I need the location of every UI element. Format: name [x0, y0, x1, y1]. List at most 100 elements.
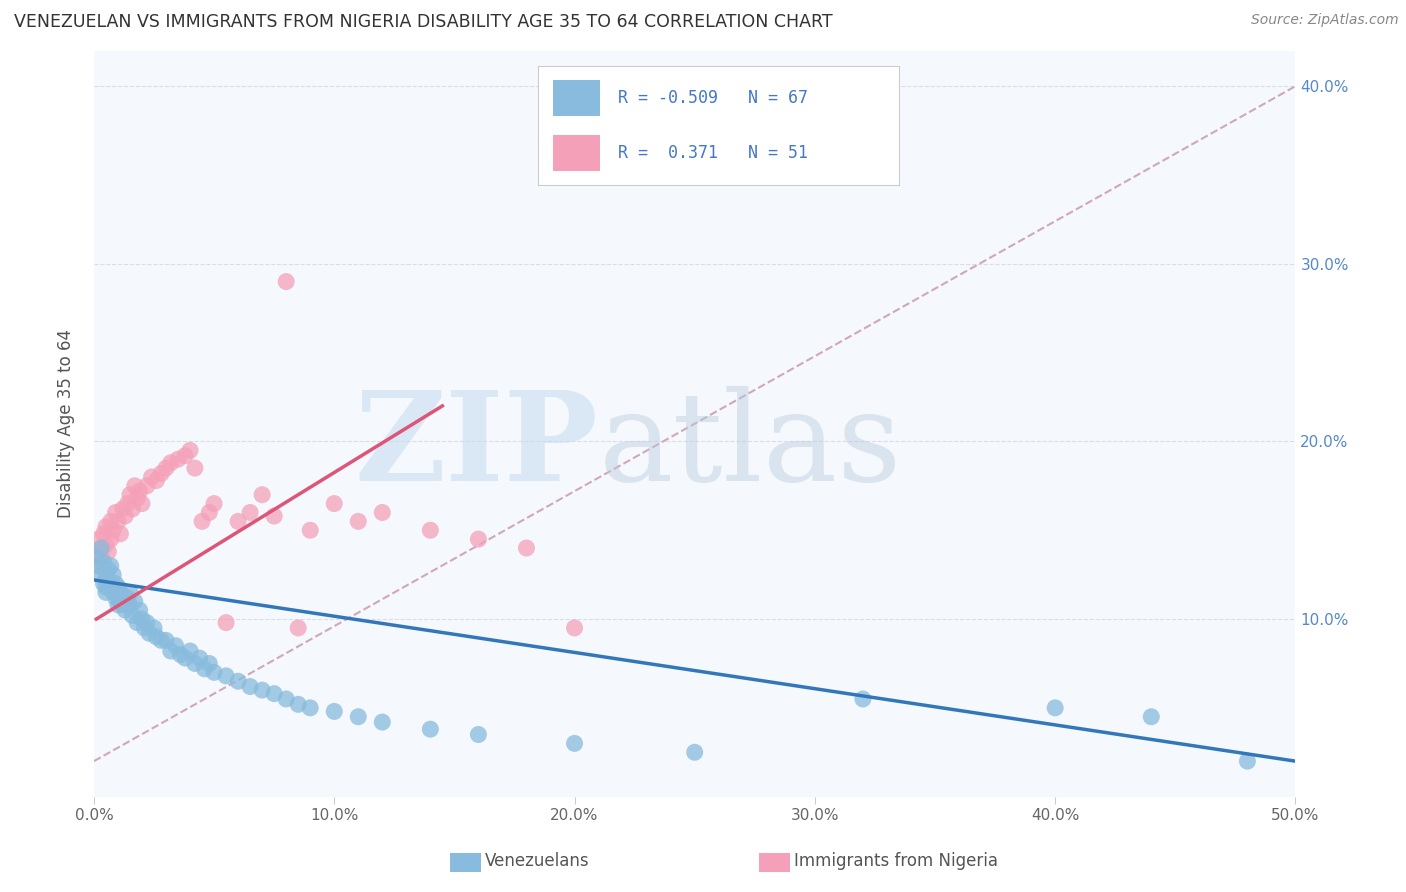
Point [135, 479, 157, 493]
Point [371, 715, 394, 730]
Point [104, 591, 127, 605]
Point [118, 488, 141, 502]
Point [94, 519, 117, 533]
Point [97, 573, 120, 587]
Point [114, 509, 136, 524]
Point [107, 514, 129, 528]
Point [111, 598, 134, 612]
Point [150, 467, 173, 481]
Point [121, 502, 143, 516]
Point [86, 558, 108, 573]
Point [188, 651, 211, 665]
Point [107, 580, 129, 594]
Text: ZIP: ZIP [354, 385, 599, 507]
Point [93, 576, 115, 591]
Point [226, 514, 249, 528]
Point [100, 558, 122, 573]
Point [202, 665, 225, 680]
Point [263, 687, 285, 701]
Point [100, 514, 122, 528]
Point [174, 651, 197, 665]
Point [1043, 701, 1066, 715]
Point [1236, 754, 1258, 768]
Point [198, 506, 221, 520]
Point [138, 626, 160, 640]
Point [263, 509, 285, 524]
Point [90, 567, 112, 582]
Point [179, 644, 201, 658]
Text: VENEZUELAN VS IMMIGRANTS FROM NIGERIA DISABILITY AGE 35 TO 64 CORRELATION CHART: VENEZUELAN VS IMMIGRANTS FROM NIGERIA DI… [14, 13, 832, 31]
Point [134, 621, 156, 635]
Point [184, 461, 207, 475]
Text: atlas: atlas [599, 385, 901, 507]
Point [128, 603, 150, 617]
Point [104, 576, 127, 591]
Point [179, 443, 201, 458]
Point [1140, 710, 1163, 724]
Point [202, 497, 225, 511]
Point [97, 544, 120, 558]
Point [155, 461, 177, 475]
Point [169, 648, 191, 662]
Point [419, 722, 441, 736]
Point [111, 502, 134, 516]
Point [250, 488, 273, 502]
Point [239, 680, 262, 694]
Point [299, 523, 322, 537]
Text: Venezuelans: Venezuelans [485, 852, 589, 870]
Point [100, 580, 122, 594]
Point [117, 591, 139, 605]
Point [90, 541, 112, 555]
Point [564, 621, 586, 635]
Point [131, 612, 153, 626]
Point [250, 683, 273, 698]
Point [515, 541, 537, 555]
Point [124, 479, 146, 493]
Point [165, 639, 187, 653]
Point [467, 532, 489, 546]
Point [347, 514, 370, 528]
Point [239, 506, 262, 520]
Point [100, 532, 122, 546]
Point [419, 523, 441, 537]
Point [145, 630, 167, 644]
Point [101, 585, 124, 599]
Y-axis label: Disability Age 35 to 64: Disability Age 35 to 64 [58, 329, 75, 518]
Point [167, 452, 190, 467]
Point [141, 470, 163, 484]
Point [118, 585, 141, 599]
Point [107, 598, 129, 612]
Point [198, 657, 221, 671]
Point [135, 615, 157, 630]
Point [347, 710, 370, 724]
Point [94, 567, 117, 582]
Point [145, 474, 167, 488]
Point [87, 558, 110, 573]
Point [118, 598, 141, 612]
Point [683, 745, 706, 759]
Point [86, 549, 108, 564]
Point [323, 497, 346, 511]
Point [174, 449, 197, 463]
Point [276, 692, 298, 706]
Point [299, 701, 322, 715]
Point [90, 549, 112, 564]
Point [371, 506, 394, 520]
Point [114, 603, 136, 617]
Text: Source: ZipAtlas.com: Source: ZipAtlas.com [1251, 13, 1399, 28]
Point [93, 555, 115, 569]
Point [184, 657, 207, 671]
Point [90, 541, 112, 555]
Point [110, 526, 132, 541]
Point [94, 537, 117, 551]
Point [127, 615, 149, 630]
Point [159, 644, 181, 658]
Point [159, 456, 181, 470]
Point [276, 275, 298, 289]
Point [124, 594, 146, 608]
Point [110, 594, 132, 608]
Point [101, 523, 124, 537]
Point [323, 705, 346, 719]
Point [467, 727, 489, 741]
Point [93, 526, 115, 541]
